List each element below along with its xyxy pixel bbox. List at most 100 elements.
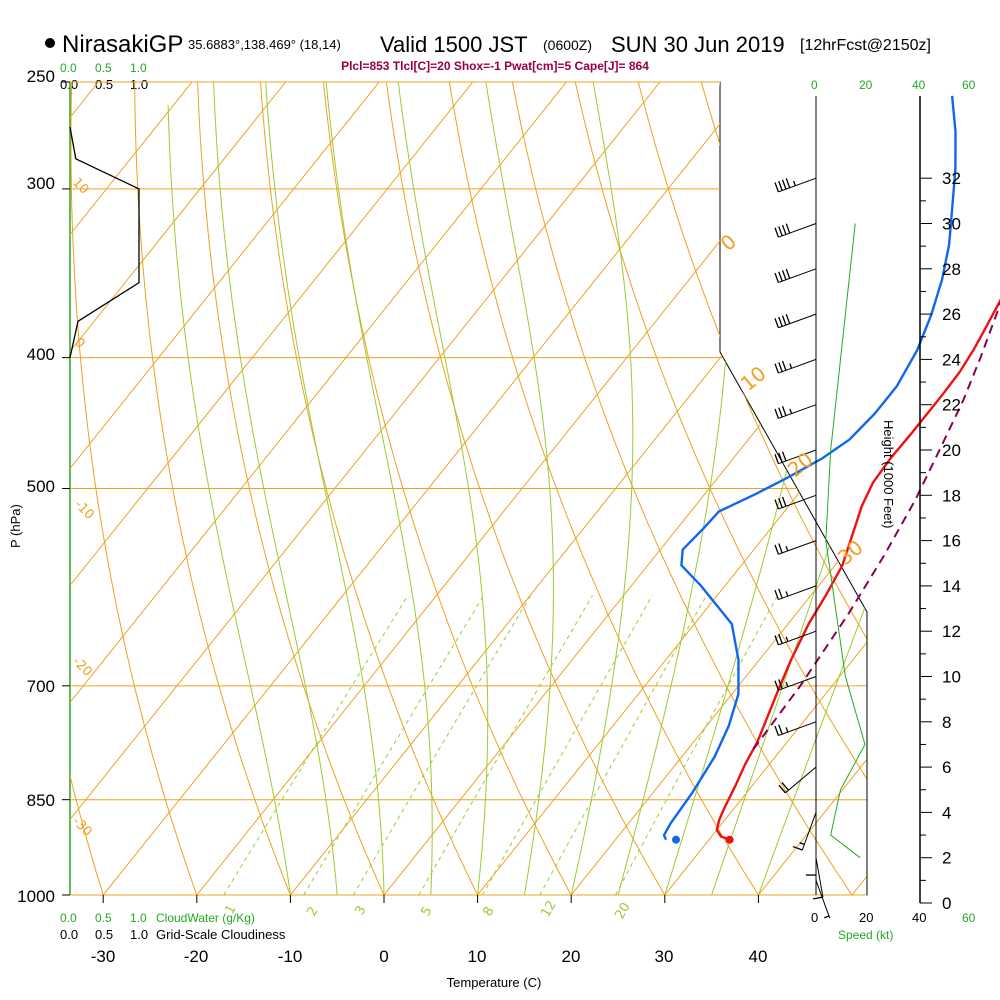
pressure-tick-label: 850 [27, 791, 55, 810]
wind-barb-flag [781, 406, 787, 416]
temperature-tick-label: 30 [655, 947, 674, 966]
wind-barb-staff [801, 812, 817, 851]
station-coords: 35.6883°,138.469° (18,14) [188, 37, 341, 52]
parcel-params: Plcl=853 Tlcl[C]=20 Shox=-1 Pwat[cm]=5 C… [341, 59, 649, 73]
cloudwater-tick-top: 0.0 [60, 61, 77, 75]
wind-barb [806, 835, 817, 876]
forecast-info: [12hrFcst@2150z] [800, 37, 931, 54]
wind-barb-flag [774, 318, 780, 329]
wind-barb [815, 880, 831, 919]
speed-tick-bottom: 20 [859, 910, 873, 925]
valid-date: SUN 30 Jun 2019 [611, 32, 785, 57]
wind-barb-flag [774, 363, 780, 374]
wind-barb [774, 358, 817, 374]
wind-barb-flag [778, 316, 783, 327]
wind-barb-flag [778, 180, 783, 191]
wind-barb-flag [781, 315, 787, 326]
moist-adiabat-line [325, 82, 433, 895]
wind-barb-staff [778, 223, 817, 238]
wind-barb-half [799, 842, 805, 845]
isotherm-label: -30 [69, 814, 95, 840]
wind-barb [812, 857, 824, 900]
wind-barb-flag [792, 845, 803, 851]
speed-axis-title: Speed (kt) [838, 928, 893, 942]
wind-barb-flag [785, 178, 791, 188]
height-tick-label: 20 [942, 441, 961, 460]
temperature-axis-title: Temperature (C) [447, 975, 542, 990]
temperature-tick-label: -20 [184, 947, 209, 966]
speed-tick-top: 0 [811, 78, 818, 92]
wind-barb-staff [778, 676, 817, 691]
isotherm-line [70, 82, 474, 895]
mixing-ratio-line [614, 595, 779, 895]
height-tick-label: 12 [942, 622, 961, 641]
height-tick-label: 16 [942, 532, 961, 551]
moist-adiabat-line [711, 82, 867, 895]
wind-barb [774, 313, 817, 329]
wind-barb-flag [785, 314, 791, 324]
mixing-ratio-label: 20 [612, 900, 633, 922]
dry-adiabat-line [70, 82, 198, 895]
pressure-tick-label: 500 [27, 477, 55, 496]
wind-barb-flag [774, 680, 780, 691]
wind-barb-flag [774, 227, 780, 238]
wind-barb-flag [774, 635, 780, 646]
mixing-ratio-label: 8 [480, 904, 497, 919]
cloudwater-tick-top: 0.5 [95, 61, 112, 75]
valid-time: Valid 1500 JST [380, 32, 528, 57]
wind-barb-staff [778, 494, 817, 510]
wind-barb-flag [781, 224, 787, 235]
isotherm-line [70, 82, 567, 895]
parcel-line [752, 301, 1000, 750]
temperature-tick-label: 0 [379, 947, 388, 966]
dry-adiabat-line [574, 82, 867, 895]
temperature-tick-label: -30 [91, 947, 116, 966]
wind-barb-flag [778, 271, 783, 282]
height-tick-label: 30 [942, 215, 961, 234]
station-marker-icon [45, 38, 55, 48]
wind-barb [774, 540, 817, 555]
adiabat-label: 30 [833, 535, 868, 570]
isotherm-label: 10 [69, 175, 91, 197]
mixing-ratio-label: 5 [418, 904, 435, 919]
wind-barb [774, 449, 817, 465]
wind-barb-flag [812, 896, 824, 900]
isotherm-line [0, 82, 5, 895]
isotherm-line [383, 82, 867, 895]
pressure-tick-label: 250 [27, 67, 55, 86]
wind-barb-flag [778, 226, 783, 237]
moist-adiabat-grid [167, 82, 867, 895]
station-name: NirasakiGP [62, 31, 183, 58]
wind-barb-staff [815, 880, 831, 919]
moist-adiabat-line [485, 82, 554, 895]
height-tick-label: 0 [942, 894, 951, 913]
moist-adiabat-line [757, 82, 867, 895]
height-tick-label: 28 [942, 260, 961, 279]
wind-barb-flag [774, 499, 780, 510]
wind-barb [774, 721, 817, 736]
wind-barb [774, 494, 817, 510]
mixing-ratio-line [481, 595, 653, 895]
height-tick-label: 22 [942, 396, 961, 415]
speed-tick-bottom: 0 [811, 910, 818, 925]
cloudwater-legend: CloudWater (g/Kg) [156, 911, 255, 925]
cloudiness-tick-bottom: 1.0 [130, 927, 148, 942]
height-tick-label: 2 [942, 849, 951, 868]
dry-adiabat-line [70, 82, 104, 895]
temperature-tick-label: -10 [278, 947, 303, 966]
cloudwater-tick-bottom: 0.5 [95, 911, 112, 925]
temperature-tick-label: 40 [749, 947, 768, 966]
wind-barb-flag [781, 270, 787, 280]
wind-barb [774, 404, 817, 419]
wind-barb-flag [781, 451, 787, 462]
height-axis-title: Height (1000 Feet) [881, 420, 896, 528]
mixing-ratio-line [223, 595, 409, 895]
wind-barb-half [793, 180, 796, 186]
wind-barb-flag [778, 588, 783, 599]
wind-barb-staff [778, 449, 817, 465]
wind-barb-staff [778, 358, 817, 374]
height-tick-label: 10 [942, 668, 961, 687]
cloudiness-tick-top: 1.0 [130, 77, 148, 92]
